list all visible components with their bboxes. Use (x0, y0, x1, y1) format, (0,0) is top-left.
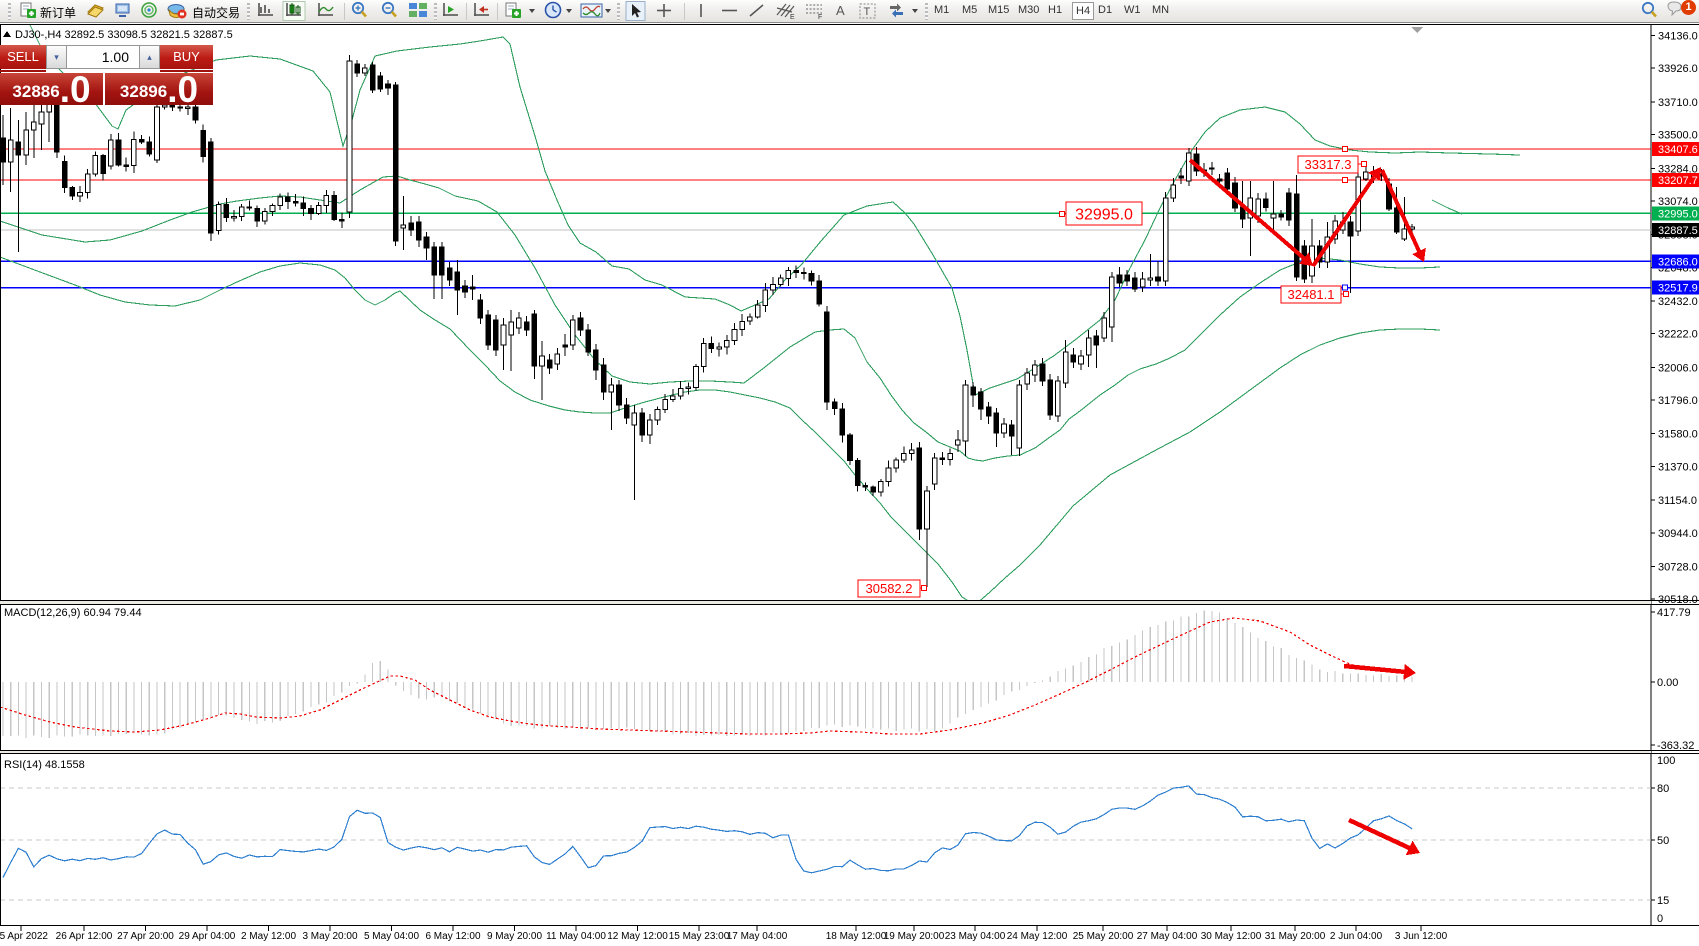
svg-text:100: 100 (1657, 755, 1675, 767)
svg-text:32887.5: 32887.5 (1658, 225, 1698, 237)
svg-text:27 Apr 20:00: 27 Apr 20:00 (117, 931, 174, 941)
svg-text:2 May 12:00: 2 May 12:00 (241, 931, 296, 941)
svg-text:33926.0: 33926.0 (1658, 63, 1698, 75)
svg-text:33074.0: 33074.0 (1658, 196, 1698, 208)
svg-text:F: F (818, 14, 822, 21)
svg-text:24 May 12:00: 24 May 12:00 (1007, 931, 1068, 941)
svg-text:DJ30-,H4 32892.5 33098.5 32821: DJ30-,H4 32892.5 33098.5 32821.5 32887.5 (15, 29, 233, 41)
svg-text:417.79: 417.79 (1657, 607, 1691, 619)
svg-text:32995.0: 32995.0 (1075, 206, 1133, 223)
svg-text:33284.0: 33284.0 (1658, 163, 1698, 175)
svg-text:32432.0: 32432.0 (1658, 296, 1698, 308)
svg-text:30944.0: 30944.0 (1658, 528, 1698, 540)
svg-text:11 May 04:00: 11 May 04:00 (546, 931, 606, 941)
svg-text:32686.0: 32686.0 (1658, 256, 1698, 268)
svg-text:27 May 04:00: 27 May 04:00 (1137, 931, 1198, 941)
svg-text:33710.0: 33710.0 (1658, 97, 1698, 109)
svg-text:31370.0: 31370.0 (1658, 461, 1698, 473)
svg-text:50: 50 (1657, 835, 1669, 847)
svg-text:32995.0: 32995.0 (1658, 208, 1698, 220)
svg-text:9 May 20:00: 9 May 20:00 (487, 931, 542, 941)
svg-text:15: 15 (1657, 895, 1669, 907)
svg-text:RSI(14) 48.1558: RSI(14) 48.1558 (4, 759, 85, 771)
svg-text:A: A (836, 3, 845, 18)
svg-text:T: T (864, 6, 871, 18)
svg-text:30582.2: 30582.2 (866, 581, 913, 596)
svg-text:-363.32: -363.32 (1657, 740, 1694, 752)
svg-text:31580.0: 31580.0 (1658, 429, 1698, 441)
svg-text:6 May 12:00: 6 May 12:00 (425, 931, 480, 941)
svg-text:32006.0: 32006.0 (1658, 362, 1698, 374)
svg-text:32222.0: 32222.0 (1658, 329, 1698, 341)
svg-text:31796.0: 31796.0 (1658, 395, 1698, 407)
svg-text:29 Apr 04:00: 29 Apr 04:00 (179, 931, 236, 941)
svg-text:12 May 12:00: 12 May 12:00 (607, 931, 668, 941)
svg-text:MACD(12,26,9) 60.94 79.44: MACD(12,26,9) 60.94 79.44 (4, 607, 142, 619)
svg-text:34136.0: 34136.0 (1658, 31, 1698, 43)
svg-text:3 Jun 12:00: 3 Jun 12:00 (1395, 931, 1448, 941)
svg-text:18 May 12:00: 18 May 12:00 (826, 931, 887, 941)
svg-text:0: 0 (1657, 913, 1663, 925)
svg-text:33207.7: 33207.7 (1658, 175, 1698, 187)
svg-text:33500.0: 33500.0 (1658, 130, 1698, 142)
svg-text:26 Apr 12:00: 26 Apr 12:00 (56, 931, 113, 941)
svg-text:17 May 04:00: 17 May 04:00 (727, 931, 788, 941)
svg-text:2 Jun 04:00: 2 Jun 04:00 (1330, 931, 1383, 941)
svg-text:33407.6: 33407.6 (1658, 144, 1698, 156)
svg-text:19 May 20:00: 19 May 20:00 (884, 931, 945, 941)
svg-text:32517.9: 32517.9 (1658, 283, 1698, 295)
svg-text:31 May 20:00: 31 May 20:00 (1265, 931, 1326, 941)
svg-text:0.00: 0.00 (1657, 677, 1678, 689)
svg-text:5 May 04:00: 5 May 04:00 (364, 931, 419, 941)
svg-text:23 May 04:00: 23 May 04:00 (945, 931, 1006, 941)
svg-text:33317.3: 33317.3 (1305, 157, 1352, 172)
svg-text:30728.0: 30728.0 (1658, 561, 1698, 573)
svg-text:80: 80 (1657, 783, 1669, 795)
svg-text:15 May 23:00: 15 May 23:00 (669, 931, 730, 941)
svg-text:25 Apr 2022: 25 Apr 2022 (0, 931, 48, 941)
svg-text:3 May 20:00: 3 May 20:00 (302, 931, 357, 941)
svg-text:30 May 12:00: 30 May 12:00 (1201, 931, 1262, 941)
svg-text:25 May 20:00: 25 May 20:00 (1073, 931, 1134, 941)
svg-text:32481.1: 32481.1 (1288, 287, 1335, 302)
svg-text:31154.0: 31154.0 (1658, 495, 1697, 507)
svg-text:30518.0: 30518.0 (1658, 594, 1698, 606)
svg-text:E: E (790, 14, 795, 21)
